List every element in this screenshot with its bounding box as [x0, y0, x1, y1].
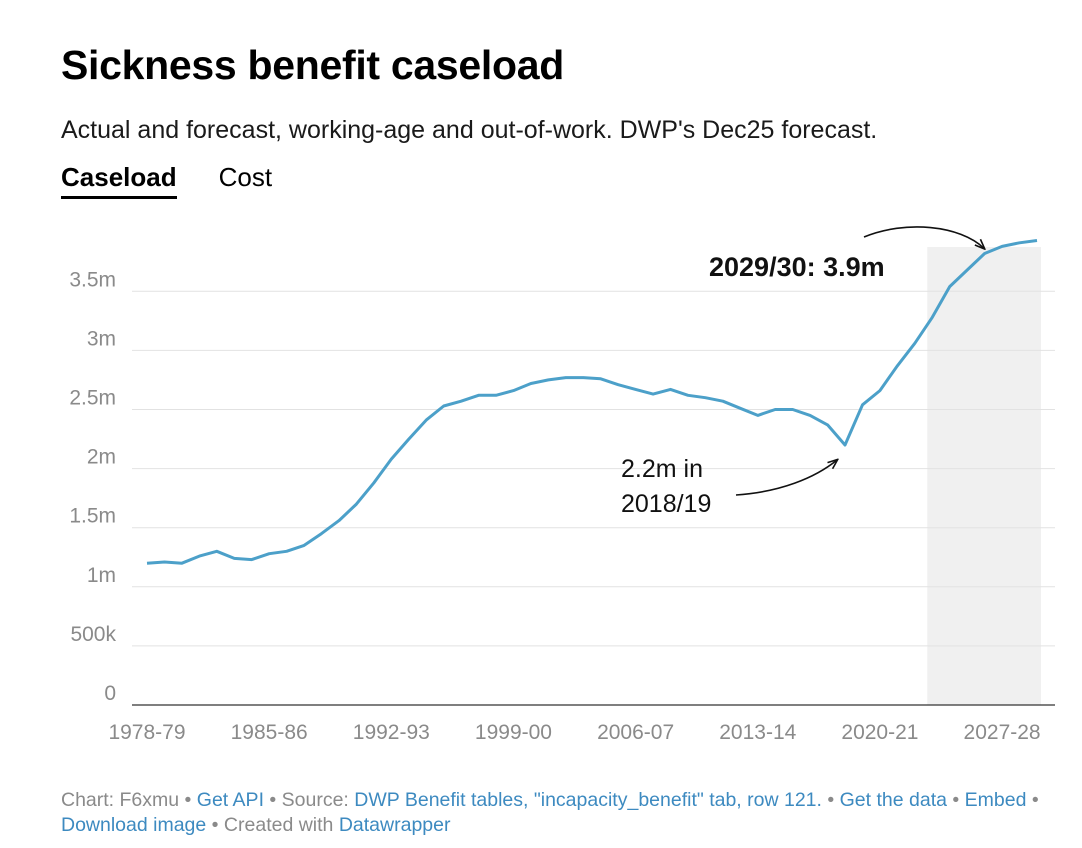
footer-created-prefix: • Created with	[206, 814, 339, 836]
caseload-line	[146, 239, 1038, 565]
footer-source-prefix: • Source:	[263, 789, 355, 811]
datawrapper-link[interactable]: Datawrapper	[338, 814, 451, 836]
y-tick-label: 500k	[70, 623, 116, 646]
footer-sep: •	[1026, 789, 1039, 811]
source-link[interactable]: DWP Benefit tables, "incapacity_benefit"…	[354, 789, 822, 811]
x-axis: 1978-79 1985-86 1992-93 1999-00 2006-07 2013-…	[108, 721, 1040, 744]
metric-tabs: Caseload Cost	[61, 162, 272, 199]
x-tick-label: 1978-79	[108, 721, 185, 744]
trough-annotation-line1: 2.2m in	[621, 455, 703, 483]
footer-chart-id: Chart: F6xmu •	[61, 789, 197, 811]
footer-sep: •	[821, 789, 840, 811]
trough-annotation-line2: 2018/19	[621, 490, 711, 518]
x-tick-label: 1999-00	[475, 721, 552, 744]
footer-sep: •	[946, 789, 965, 811]
y-tick-label: 3m	[87, 327, 116, 350]
y-tick-label: 2m	[87, 446, 116, 469]
chart-footer: Chart: F6xmu • Get API • Source: DWP Ben…	[61, 788, 1041, 838]
tab-cost[interactable]: Cost	[218, 162, 273, 192]
embed-link[interactable]: Embed	[964, 789, 1027, 811]
chart-title: Sickness benefit caseload	[61, 42, 564, 88]
y-tick-label: 2.5m	[69, 387, 116, 410]
forecast-shade	[927, 247, 1041, 705]
get-api-link[interactable]: Get API	[196, 789, 264, 811]
y-tick-label: 1m	[87, 564, 116, 587]
trough-annotation-arrow	[735, 460, 837, 496]
x-tick-label: 2006-07	[597, 721, 674, 744]
x-tick-label: 1992-93	[353, 721, 430, 744]
y-axis: 0 500k 1m 1.5m 2m 2.5m 3m 3.5m	[69, 268, 116, 705]
chart-subtitle: Actual and forecast, working-age and out…	[61, 116, 878, 144]
y-tick-label: 0	[104, 682, 116, 705]
x-tick-label: 2020-21	[841, 721, 918, 744]
y-tick-label: 3.5m	[69, 268, 116, 291]
peak-annotation: 2029/30: 3.9m	[709, 252, 885, 282]
download-image-link[interactable]: Download image	[61, 814, 207, 836]
y-tick-label: 1.5m	[69, 505, 116, 528]
tab-caseload[interactable]: Caseload	[61, 162, 177, 199]
x-tick-label: 2027-28	[964, 721, 1041, 744]
x-tick-label: 2013-14	[719, 721, 796, 744]
peak-annotation-arrow	[863, 226, 984, 248]
gridlines	[132, 290, 1055, 706]
x-tick-label: 1985-86	[231, 721, 308, 744]
get-data-link[interactable]: Get the data	[839, 789, 947, 811]
